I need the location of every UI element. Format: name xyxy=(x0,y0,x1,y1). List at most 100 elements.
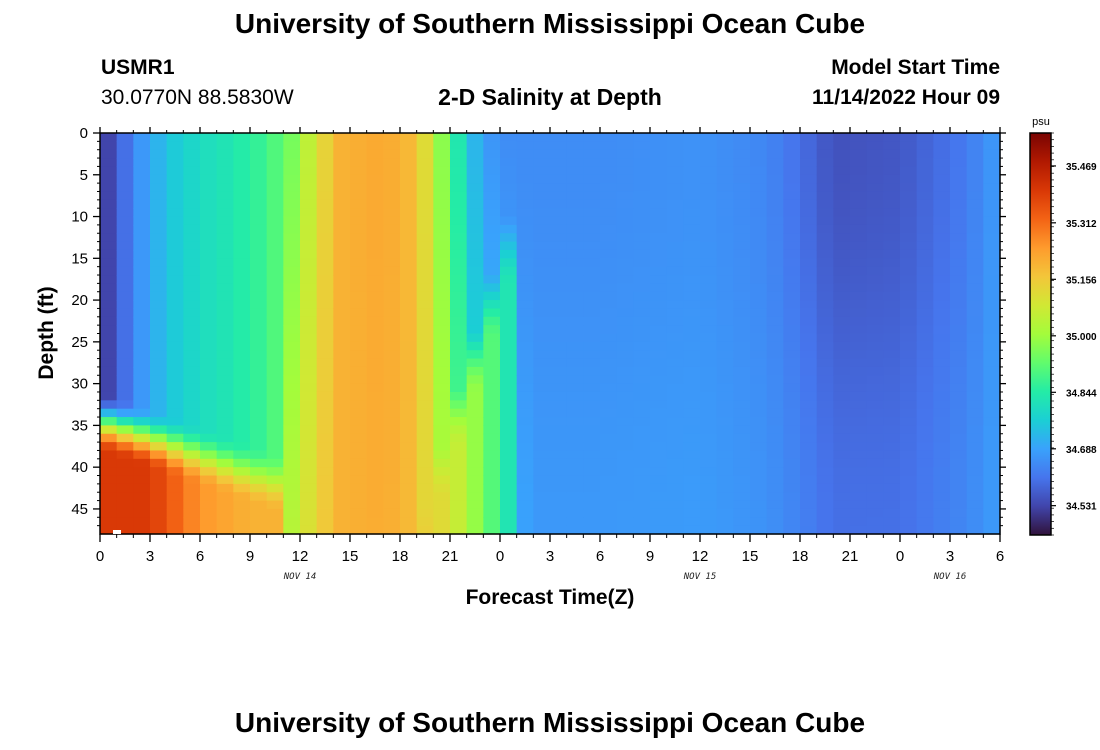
heatmap-cell xyxy=(216,425,234,435)
heatmap-cell xyxy=(100,199,118,209)
heatmap-cell xyxy=(133,417,151,426)
heatmap-cell xyxy=(700,442,718,452)
heatmap-cell xyxy=(483,467,501,477)
heatmap-cell xyxy=(650,216,668,226)
heatmap-cell xyxy=(916,492,934,502)
heatmap-cell xyxy=(183,425,201,435)
heatmap-cell xyxy=(583,233,601,243)
heatmap-cell xyxy=(683,500,701,510)
heatmap-cell xyxy=(333,149,351,159)
heatmap-cell xyxy=(983,341,1001,351)
heatmap-cell xyxy=(883,216,901,226)
heatmap-cell xyxy=(616,383,634,393)
heatmap-cell xyxy=(933,258,951,268)
heatmap-cell xyxy=(583,325,601,335)
heatmap-cell xyxy=(100,391,118,401)
heatmap-cell xyxy=(866,300,884,310)
heatmap-cell xyxy=(200,433,218,443)
heatmap-cell xyxy=(400,258,418,268)
heatmap-cell xyxy=(166,325,184,335)
heatmap-cell xyxy=(883,366,901,376)
heatmap-cell xyxy=(766,224,784,234)
heatmap-cell xyxy=(550,492,568,502)
heatmap-cell xyxy=(133,308,151,318)
heatmap-cell xyxy=(166,525,184,535)
heatmap-cell xyxy=(600,149,618,159)
heatmap-cell xyxy=(416,525,434,535)
heatmap-cell xyxy=(866,224,884,234)
heatmap-cell xyxy=(916,216,934,226)
heatmap-cell xyxy=(366,375,384,385)
heatmap-cell xyxy=(883,258,901,268)
heatmap-cell xyxy=(416,249,434,259)
heatmap-cell xyxy=(533,333,551,343)
heatmap-cell xyxy=(666,483,684,493)
heatmap-cell xyxy=(200,158,218,168)
heatmap-cell xyxy=(216,316,234,326)
heatmap-cell xyxy=(783,158,801,168)
heatmap-cell xyxy=(200,442,218,452)
heatmap-cell xyxy=(583,375,601,385)
heatmap-cell xyxy=(316,241,334,251)
heatmap-cell xyxy=(850,391,868,401)
heatmap-cell xyxy=(683,350,701,360)
heatmap-cell xyxy=(416,467,434,477)
heatmap-cell xyxy=(516,417,534,426)
heatmap-cell xyxy=(266,300,284,310)
heatmap-cell xyxy=(750,300,768,310)
heatmap-cell xyxy=(333,241,351,251)
heatmap-cell xyxy=(700,149,718,159)
heatmap-cell xyxy=(816,425,834,435)
heatmap-cell xyxy=(766,149,784,159)
heatmap-cell xyxy=(950,224,968,234)
heatmap-cell xyxy=(350,224,368,234)
heatmap-cell xyxy=(416,233,434,243)
heatmap-cell xyxy=(816,366,834,376)
heatmap-cell xyxy=(666,433,684,443)
heatmap-cell xyxy=(633,316,651,326)
heatmap-cell xyxy=(150,417,168,426)
heatmap-cell xyxy=(600,275,618,284)
heatmap-cell xyxy=(683,224,701,234)
heatmap-cell xyxy=(266,391,284,401)
heatmap-cell xyxy=(550,266,568,276)
heatmap-cell xyxy=(583,358,601,368)
heatmap-cell xyxy=(233,216,251,226)
heatmap-cell xyxy=(150,216,168,226)
heatmap-cell xyxy=(833,308,851,318)
heatmap-cell xyxy=(900,275,918,284)
y-tick-label: 25 xyxy=(71,334,88,351)
heatmap-cell xyxy=(500,249,518,259)
heatmap-cell xyxy=(300,266,318,276)
heatmap-cell xyxy=(333,425,351,435)
heatmap-cell xyxy=(983,425,1001,435)
heatmap-cell xyxy=(316,199,334,209)
heatmap-cell xyxy=(250,358,268,368)
heatmap-cell xyxy=(550,508,568,518)
y-tick-label: 0 xyxy=(80,125,88,142)
heatmap-cell xyxy=(150,508,168,518)
heatmap-cell xyxy=(183,366,201,376)
heatmap-cell xyxy=(916,300,934,310)
heatmap-cell xyxy=(166,483,184,493)
heatmap-cell xyxy=(800,350,818,360)
heatmap-cell xyxy=(700,241,718,251)
heatmap-cell xyxy=(550,341,568,351)
heatmap-cell xyxy=(283,467,301,477)
heatmap-cell xyxy=(550,467,568,477)
heatmap-cell xyxy=(616,442,634,452)
heatmap-cell xyxy=(966,233,984,243)
colorbar-tick-label: 34.688 xyxy=(1066,445,1097,456)
heatmap-cell xyxy=(350,258,368,268)
heatmap-cell xyxy=(200,408,218,418)
heatmap-cell xyxy=(816,433,834,443)
heatmap-cell xyxy=(916,183,934,193)
heatmap-cell xyxy=(166,467,184,477)
heatmap-cell xyxy=(550,224,568,234)
heatmap-cell xyxy=(350,508,368,518)
heatmap-cell xyxy=(716,358,734,368)
heatmap-cell xyxy=(350,191,368,201)
heatmap-cell xyxy=(100,383,118,393)
heatmap-cell xyxy=(516,375,534,385)
heatmap-cell xyxy=(116,224,134,234)
